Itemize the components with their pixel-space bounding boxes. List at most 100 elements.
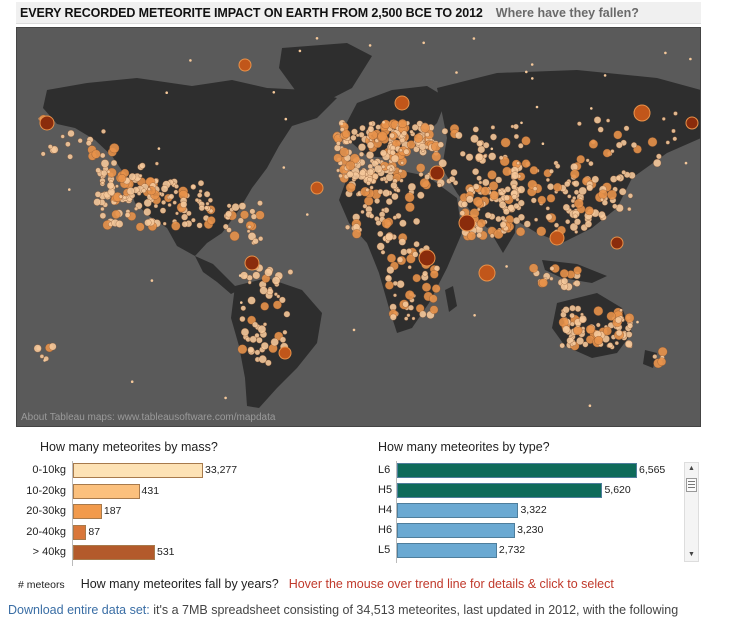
meteorite-dot[interactable]	[689, 57, 692, 61]
meteorite-dot[interactable]	[282, 166, 286, 169]
meteorite-dot[interactable]	[390, 154, 400, 163]
meteorite-dot[interactable]	[400, 248, 408, 256]
meteorite-dot[interactable]	[553, 182, 562, 192]
meteorite-dot[interactable]	[205, 201, 210, 206]
meteorite-dot[interactable]	[422, 41, 426, 45]
meteorite-dot[interactable]	[504, 186, 511, 193]
meteorite-dot[interactable]	[564, 180, 571, 188]
meteorite-dot[interactable]	[392, 215, 398, 220]
meteorite-dot-large[interactable]	[278, 346, 292, 360]
meteorite-dot[interactable]	[390, 145, 396, 151]
meteorite-dot[interactable]	[386, 266, 395, 274]
meteorite-dot[interactable]	[393, 293, 397, 298]
meteorite-dot[interactable]	[279, 336, 286, 343]
meteorite-dot[interactable]	[143, 208, 152, 216]
meteorite-dot[interactable]	[613, 130, 623, 140]
meteorite-dot[interactable]	[411, 316, 416, 321]
meteorite-dot[interactable]	[517, 213, 525, 221]
meteorite-dot[interactable]	[367, 163, 373, 170]
meteorite-dot[interactable]	[576, 155, 585, 164]
meteorite-dot[interactable]	[567, 194, 572, 199]
meteorite-dot[interactable]	[385, 198, 393, 205]
meteorite-dot[interactable]	[150, 279, 154, 282]
meteorite-dot[interactable]	[159, 207, 167, 214]
meteorite-dot[interactable]	[627, 207, 632, 212]
meteorite-dot[interactable]	[406, 248, 412, 254]
meteorite-dot[interactable]	[155, 161, 159, 166]
meteorite-dot[interactable]	[377, 131, 388, 142]
meteorite-dot[interactable]	[408, 304, 414, 311]
meteorite-dot[interactable]	[198, 204, 205, 212]
meteorite-dot[interactable]	[499, 221, 507, 229]
meteorite-dot[interactable]	[430, 270, 439, 279]
meteorite-dot[interactable]	[477, 145, 486, 154]
meteorite-dot[interactable]	[545, 177, 550, 182]
meteorite-dot[interactable]	[336, 168, 340, 173]
meteorite-dot[interactable]	[541, 142, 545, 145]
meteorite-dot[interactable]	[115, 220, 124, 228]
meteorite-dot[interactable]	[516, 161, 520, 165]
meteorite-dot[interactable]	[578, 186, 587, 195]
meteorite-dot[interactable]	[549, 168, 554, 174]
meteorite-dot[interactable]	[194, 198, 200, 203]
meteorite-dot[interactable]	[365, 187, 370, 192]
meteorite-dot[interactable]	[594, 335, 604, 345]
meteorite-dot[interactable]	[545, 213, 553, 221]
meteorite-dot[interactable]	[588, 161, 594, 167]
meteorite-dot[interactable]	[85, 140, 92, 146]
meteorite-dot[interactable]	[407, 265, 412, 270]
meteorite-dot[interactable]	[402, 301, 409, 308]
meteorite-dot[interactable]	[186, 210, 192, 217]
meteorite-dot[interactable]	[115, 184, 119, 188]
meteorite-dot[interactable]	[601, 199, 608, 206]
meteorite-dot[interactable]	[137, 191, 142, 196]
meteorite-dot[interactable]	[437, 182, 442, 188]
meteorite-dot[interactable]	[574, 305, 582, 312]
meteorite-dot[interactable]	[369, 185, 374, 190]
meteorite-dot-large[interactable]	[685, 116, 699, 130]
meteorite-dot[interactable]	[399, 219, 407, 227]
meteorite-dot[interactable]	[401, 130, 408, 137]
meteorite-dot[interactable]	[171, 221, 181, 231]
meteorite-dot[interactable]	[409, 129, 414, 134]
meteorite-dot[interactable]	[562, 203, 570, 211]
meteorite-dot[interactable]	[619, 308, 623, 313]
meteorite-dot[interactable]	[207, 216, 216, 225]
meteorite-dot[interactable]	[511, 194, 518, 200]
meteorite-dot[interactable]	[671, 128, 676, 134]
meteorite-dot[interactable]	[569, 222, 578, 232]
meteorite-dot[interactable]	[374, 164, 383, 174]
meteorite-dot[interactable]	[65, 141, 71, 147]
meteorite-dot[interactable]	[636, 320, 639, 324]
meteorite-dot[interactable]	[573, 280, 581, 287]
meteorite-dot[interactable]	[612, 203, 618, 209]
meteorite-dot[interactable]	[466, 195, 474, 204]
meteorite-dot[interactable]	[382, 120, 385, 124]
world-map[interactable]: About Tableau maps: www.tableausoftware.…	[16, 27, 701, 427]
meteorite-dot[interactable]	[505, 265, 508, 268]
meteorite-dot[interactable]	[358, 143, 366, 152]
meteorite-dot[interactable]	[607, 342, 614, 349]
meteorite-dot[interactable]	[647, 137, 658, 147]
meteorite-dot[interactable]	[473, 314, 476, 317]
meteorite-dot[interactable]	[602, 148, 612, 158]
meteorite-dot[interactable]	[398, 119, 407, 129]
meteorite-dot[interactable]	[157, 147, 161, 150]
meteorite-dot[interactable]	[33, 344, 42, 353]
meteorite-dot[interactable]	[358, 131, 365, 138]
meteorite-dot[interactable]	[258, 355, 267, 364]
meteorite-dot[interactable]	[225, 210, 233, 218]
meteorite-dot[interactable]	[406, 313, 411, 318]
meteorite-dot[interactable]	[459, 150, 466, 157]
meteorite-dot[interactable]	[180, 200, 188, 208]
meteorite-dot[interactable]	[614, 341, 619, 346]
meteorite-dot[interactable]	[416, 163, 426, 173]
meteorite-dot[interactable]	[500, 215, 506, 221]
meteorite-dot[interactable]	[204, 205, 209, 211]
meteorite-dot[interactable]	[588, 139, 598, 149]
meteorite-dot[interactable]	[207, 197, 213, 203]
meteorite-dot[interactable]	[173, 189, 179, 195]
meteorite-dot[interactable]	[172, 200, 177, 205]
meteorite-dot[interactable]	[523, 220, 531, 228]
meteorite-dot[interactable]	[175, 211, 179, 216]
